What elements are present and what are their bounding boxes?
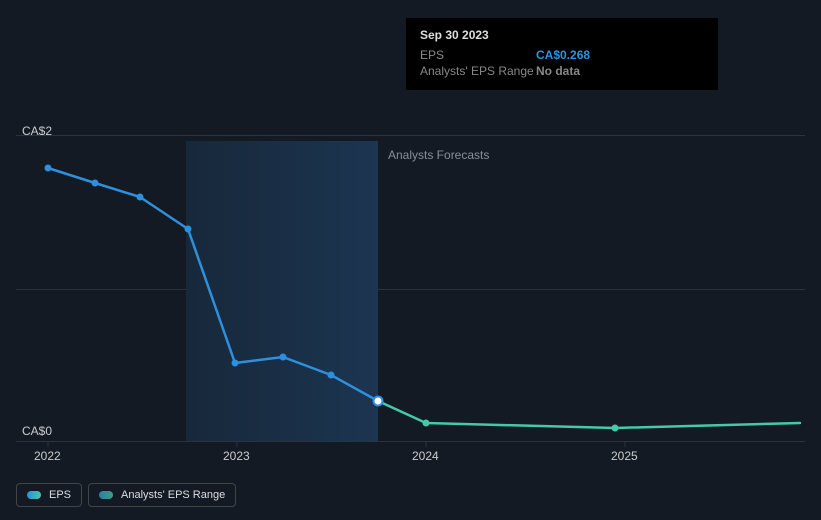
chart-legend: EPS Analysts' EPS Range	[16, 483, 236, 507]
series-marker	[280, 354, 287, 361]
legend-label: EPS	[49, 489, 71, 501]
tooltip-row-label: EPS	[420, 48, 536, 62]
series-marker	[423, 420, 430, 427]
series-marker	[185, 226, 192, 233]
tooltip-row-value: No data	[536, 64, 580, 78]
series-line	[378, 401, 800, 428]
legend-label: Analysts' EPS Range	[121, 489, 225, 501]
tooltip-row: Analysts' EPS RangeNo data	[420, 64, 704, 78]
tooltip-row: EPSCA$0.268	[420, 48, 704, 62]
legend-swatch	[99, 491, 113, 499]
series-marker	[137, 194, 144, 201]
actual-shaded-region	[186, 141, 378, 441]
series-marker	[328, 372, 335, 379]
tooltip-date: Sep 30 2023	[420, 28, 704, 42]
tooltip-row-value: CA$0.268	[536, 48, 590, 62]
highlighted-marker	[374, 397, 383, 406]
chart-tooltip: Sep 30 2023 EPSCA$0.268Analysts' EPS Ran…	[406, 18, 718, 90]
series-marker	[92, 180, 99, 187]
legend-item[interactable]: Analysts' EPS Range	[88, 483, 236, 507]
series-marker	[232, 360, 239, 367]
legend-swatch	[27, 491, 41, 499]
series-marker	[45, 165, 52, 172]
tooltip-row-label: Analysts' EPS Range	[420, 64, 536, 78]
series-marker	[612, 425, 619, 432]
legend-item[interactable]: EPS	[16, 483, 82, 507]
